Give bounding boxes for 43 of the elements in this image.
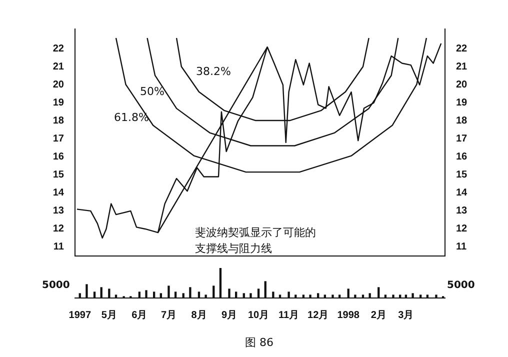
annotation: 61.8% xyxy=(114,110,149,126)
annotation: 斐波纳契弧显示了可能的支撑线与阻力线 xyxy=(195,225,317,257)
x-tick-label: 6月 xyxy=(132,310,148,321)
y2-tick-label: 12 xyxy=(456,224,468,235)
x-tick-label: 3月 xyxy=(398,310,414,321)
x-tick-label: 12月 xyxy=(308,310,329,321)
y-tick-label: 17 xyxy=(52,134,64,145)
x-tick-label: 9月 xyxy=(221,310,238,321)
text: 5000 xyxy=(447,280,475,291)
x-tick-label: 11月 xyxy=(278,310,300,321)
x-tick-label: 8月 xyxy=(191,310,207,321)
y2-tick-label: 18 xyxy=(456,116,468,127)
y2-tick-label: 20 xyxy=(456,80,468,91)
y2-tick-label: 16 xyxy=(456,152,468,163)
y-tick-label: 14 xyxy=(52,188,64,199)
y2-tick-label: 15 xyxy=(456,170,468,181)
y-tick-label: 12 xyxy=(52,224,64,235)
y-tick-label: 16 xyxy=(52,152,64,163)
y-tick-label: 22 xyxy=(52,44,64,55)
y2-tick-label: 14 xyxy=(456,188,468,199)
x-tick-label: 7月 xyxy=(160,310,176,321)
annotation: 38.2% xyxy=(196,64,231,80)
x-tick-label: 1998 xyxy=(337,310,360,321)
x-tick-label: 5月 xyxy=(101,310,117,321)
y-tick-label: 21 xyxy=(52,62,64,73)
y2-tick-label: 22 xyxy=(456,44,468,55)
y-tick-label: 20 xyxy=(52,80,64,91)
caption: 图 86 xyxy=(245,335,274,351)
x-tick-label: 10月 xyxy=(248,310,270,321)
y-tick-label: 13 xyxy=(52,206,64,217)
y-tick-label: 11 xyxy=(53,242,64,253)
y2-tick-label: 19 xyxy=(456,98,468,109)
y-tick-label: 18 xyxy=(52,116,64,127)
annotation: 50% xyxy=(140,84,164,100)
y-tick-label: 19 xyxy=(52,98,64,109)
y2-tick-label: 13 xyxy=(456,206,468,217)
text: 5000 xyxy=(42,280,70,291)
x-tick-label: 1997 xyxy=(68,310,92,321)
x-tick-label: 2月 xyxy=(370,310,386,321)
y2-tick-label: 11 xyxy=(456,242,468,253)
y2-tick-label: 21 xyxy=(456,62,468,73)
y-tick-label: 15 xyxy=(52,170,64,181)
y2-tick-label: 17 xyxy=(456,134,468,145)
